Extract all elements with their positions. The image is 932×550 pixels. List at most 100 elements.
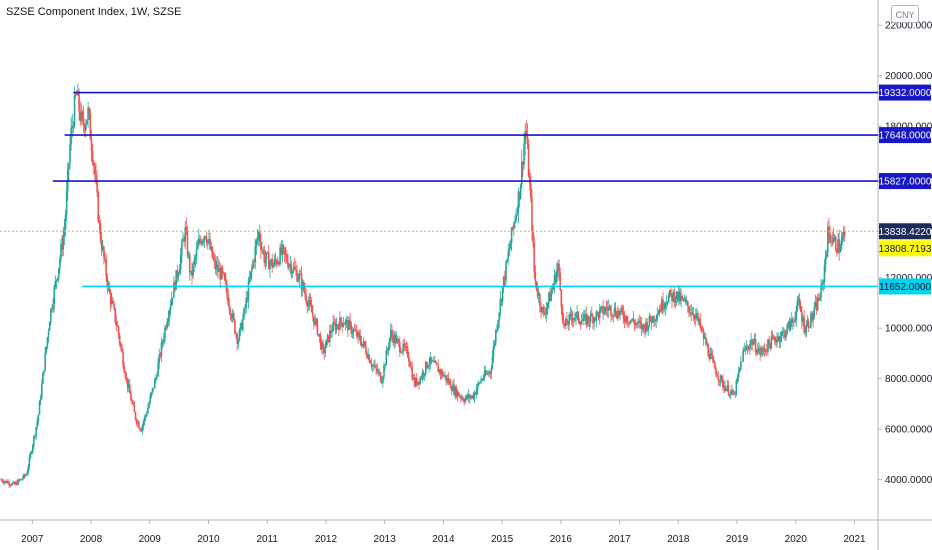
candle-body [694, 314, 697, 319]
candle-body [465, 395, 468, 399]
time-tick-label: 2020 [785, 534, 808, 545]
candle-body [519, 184, 522, 200]
candle-body [838, 239, 840, 253]
candle-body [789, 319, 792, 331]
candle-body [427, 366, 429, 368]
candle-body [177, 273, 180, 278]
candle-body [616, 310, 619, 319]
candle-body [629, 320, 632, 324]
candle-body [483, 371, 486, 379]
candle-body [444, 375, 446, 377]
candle-body [213, 259, 216, 261]
candle-body [207, 240, 209, 244]
candle-body [575, 313, 577, 319]
candle-body [452, 384, 454, 391]
candle-body [651, 316, 654, 323]
candle-body [85, 124, 87, 131]
candle-body [335, 324, 338, 331]
candle-body [802, 317, 804, 322]
candle-body [262, 249, 264, 251]
candle-body [121, 346, 123, 353]
candle-body [28, 457, 31, 467]
candle-body [225, 280, 227, 285]
candle-body [397, 339, 400, 342]
candle-body [579, 322, 582, 325]
candle-body [701, 328, 704, 331]
candle-body [252, 261, 254, 268]
candle-body [38, 401, 41, 415]
candle-body [487, 373, 489, 374]
candle-body [274, 258, 277, 261]
candle-body [389, 330, 392, 339]
candle-body [275, 260, 278, 265]
candle-body [400, 351, 402, 353]
candle-body [295, 268, 297, 271]
candle-body [586, 315, 589, 325]
candle-body [143, 416, 146, 422]
candle-body [601, 306, 603, 308]
candle-body [340, 317, 342, 323]
candle-body [825, 252, 828, 258]
candle-body [266, 252, 269, 254]
candle-body [292, 266, 295, 272]
candle-body [658, 309, 661, 314]
candle-body [291, 271, 294, 274]
candle-body [776, 339, 778, 343]
candle-body [831, 241, 834, 243]
candle-body [118, 335, 121, 344]
candle-body [50, 308, 52, 323]
candle-body [420, 378, 423, 379]
candle-body [258, 232, 261, 242]
candle-body [387, 347, 390, 350]
candle-body [47, 330, 50, 338]
candle-body [758, 347, 760, 350]
candle-body [568, 314, 571, 325]
candle-body [130, 393, 132, 401]
candle-body [505, 261, 507, 281]
candle-body [527, 144, 530, 177]
candle-body [403, 343, 406, 348]
candle-body [716, 374, 718, 377]
candlestick-series [0, 83, 846, 488]
candle-body [272, 264, 275, 268]
candle-body [745, 346, 748, 350]
candle-body [39, 398, 42, 402]
candle-body [33, 436, 35, 446]
candle-body [305, 294, 307, 302]
candle-body [156, 376, 158, 378]
candle-body [253, 261, 255, 263]
candle-body [42, 372, 44, 384]
horizontal-levels[interactable] [0, 91, 878, 288]
candle-body [587, 315, 590, 322]
level-price-tag [879, 173, 931, 190]
candle-body [635, 323, 637, 326]
candle-body [834, 237, 837, 250]
candle-body [436, 363, 438, 366]
candle-body [829, 233, 831, 242]
time-tick-label: 2015 [491, 534, 514, 545]
candle-body [393, 334, 395, 343]
level-price-tag [879, 278, 931, 295]
candle-body [354, 330, 357, 332]
candle-body [99, 223, 102, 241]
candle-body [414, 378, 417, 386]
candle-body [610, 306, 612, 316]
candle-body [455, 387, 458, 397]
candle-body [815, 302, 818, 311]
candle-body [537, 293, 540, 296]
time-axis[interactable]: 2007 2008 2009 2010 2011 2012 2013 2014 2015 2016… [21, 520, 866, 545]
candle-body [54, 281, 57, 288]
currency-button[interactable]: CNY [891, 5, 919, 23]
candle-body [561, 307, 564, 320]
candle-body [220, 267, 223, 280]
candle-body [805, 324, 808, 333]
candle-body [124, 372, 127, 378]
candle-body [761, 347, 764, 353]
candle-body [469, 394, 471, 399]
candle-body [282, 245, 285, 248]
candle-body [5, 480, 8, 484]
candle-body [234, 319, 236, 333]
candle-body [517, 191, 520, 213]
